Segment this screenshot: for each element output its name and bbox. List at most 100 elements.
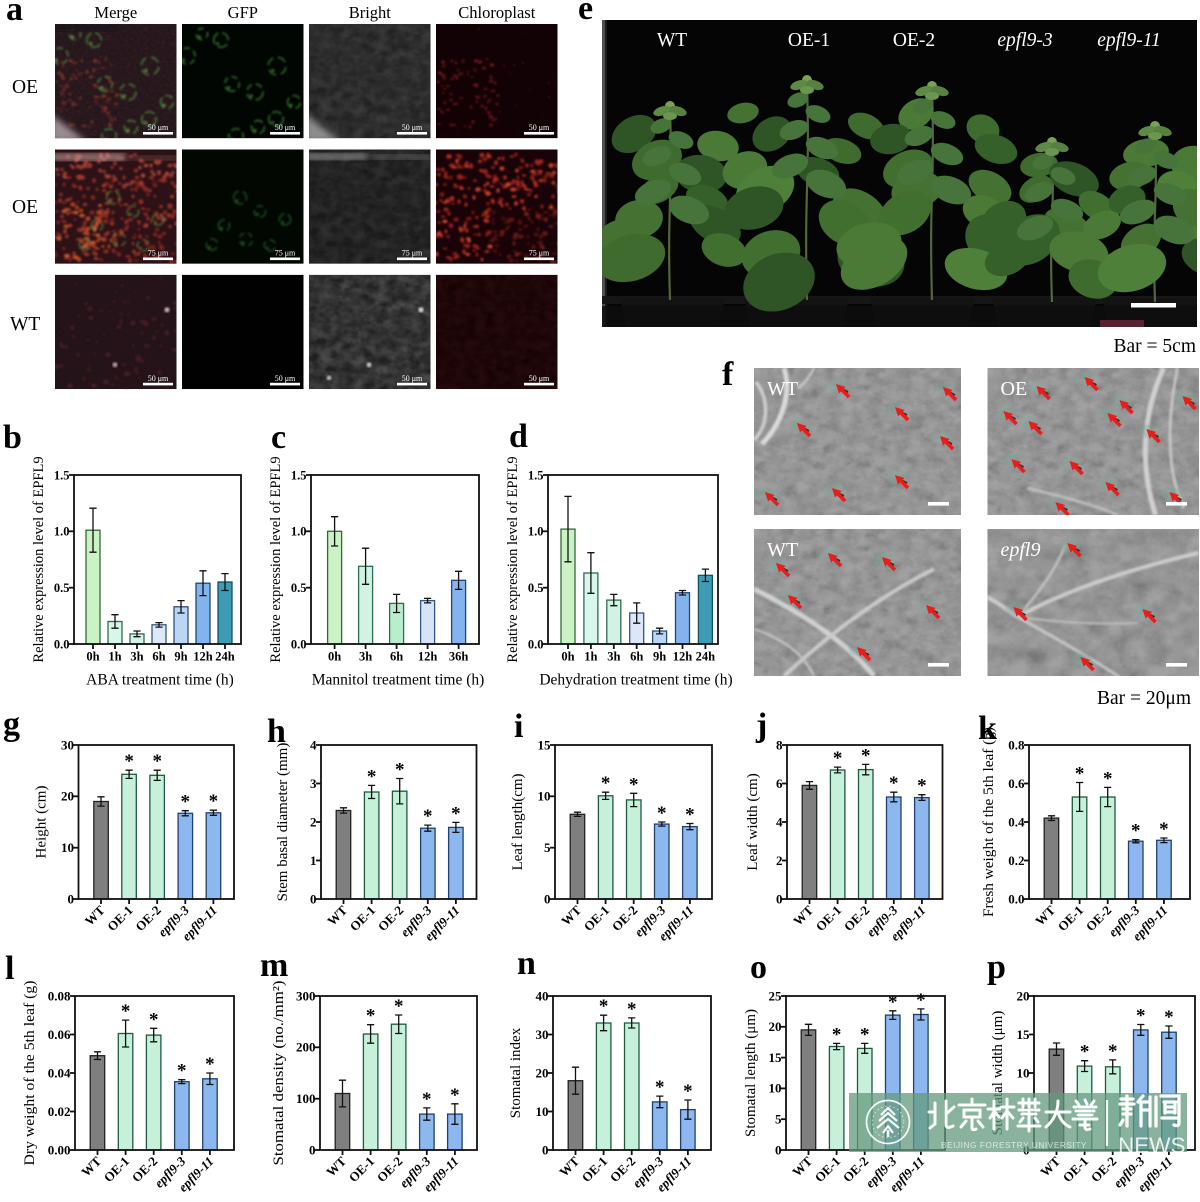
svg-text:1.0: 1.0 (528, 525, 544, 539)
svg-text:*: * (423, 806, 433, 827)
svg-text:*: * (833, 748, 843, 769)
svg-text:0: 0 (775, 1142, 782, 1157)
svg-text:20: 20 (536, 1065, 549, 1080)
svg-text:*: * (1136, 1006, 1146, 1027)
svg-text:*: * (1131, 821, 1141, 842)
svg-text:OE: OE (1001, 378, 1028, 400)
svg-text:20: 20 (1017, 988, 1030, 1003)
svg-text:75 μm: 75 μm (275, 249, 296, 258)
svg-text:f: f (722, 356, 734, 393)
svg-text:0.0: 0.0 (1008, 891, 1024, 906)
svg-text:2: 2 (310, 814, 317, 829)
svg-text:3h: 3h (130, 650, 143, 664)
svg-text:*: * (917, 776, 927, 797)
svg-text:4: 4 (310, 737, 317, 752)
svg-text:75 μm: 75 μm (529, 249, 550, 258)
svg-text:*: * (394, 996, 404, 1017)
svg-text:epfl9-3: epfl9-3 (997, 30, 1052, 51)
svg-text:n: n (517, 945, 536, 982)
svg-text:*: * (629, 774, 639, 795)
svg-text:1h: 1h (584, 650, 597, 664)
svg-text:2: 2 (776, 853, 783, 868)
svg-text:WT: WT (10, 314, 40, 335)
svg-text:50 μm: 50 μm (275, 123, 296, 132)
svg-text:10: 10 (538, 789, 551, 804)
svg-text:50 μm: 50 μm (529, 374, 550, 383)
svg-text:*: * (366, 1006, 376, 1027)
svg-text:*: * (657, 803, 667, 824)
svg-text:0h: 0h (86, 650, 99, 664)
svg-text:0.06: 0.06 (48, 1027, 71, 1042)
svg-text:50 μm: 50 μm (148, 123, 169, 132)
svg-text:0: 0 (310, 891, 317, 906)
svg-text:*: * (451, 803, 461, 824)
svg-text:ABA treatment time (h): ABA treatment time (h) (86, 672, 234, 689)
svg-text:*: * (152, 751, 162, 772)
svg-text:WT: WT (657, 30, 687, 51)
svg-text:*: * (422, 1089, 432, 1110)
svg-text:Stomatal length (μm): Stomatal length (μm) (743, 1009, 759, 1137)
svg-text:10: 10 (769, 1081, 782, 1096)
svg-text:5: 5 (775, 1112, 782, 1127)
svg-text:36h: 36h (449, 650, 469, 664)
svg-text:*: * (685, 805, 695, 826)
svg-text:*: * (177, 1061, 187, 1082)
svg-text:30: 30 (536, 1027, 549, 1042)
svg-text:WT: WT (767, 539, 798, 561)
svg-text:h: h (267, 713, 286, 750)
svg-text:*: * (1164, 1007, 1174, 1028)
svg-text:*: * (1159, 819, 1169, 840)
svg-text:6h: 6h (390, 650, 403, 664)
svg-text:50 μm: 50 μm (275, 374, 296, 383)
svg-text:10: 10 (61, 840, 74, 855)
svg-text:Fresh weight of the 5th leaf (: Fresh weight of the 5th leaf (g) (981, 727, 997, 917)
svg-text:1.0: 1.0 (54, 525, 70, 539)
svg-text:0.04: 0.04 (48, 1065, 71, 1080)
svg-text:*: * (889, 773, 899, 794)
svg-text:0.5: 0.5 (528, 581, 544, 595)
svg-text:24h: 24h (696, 650, 716, 664)
svg-text:20: 20 (61, 789, 74, 804)
svg-text:6: 6 (776, 776, 783, 791)
svg-text:0: 0 (544, 891, 551, 906)
svg-text:50 μm: 50 μm (402, 123, 423, 132)
svg-text:3h: 3h (359, 650, 372, 664)
svg-text:300: 300 (296, 988, 316, 1003)
svg-text:Relative expression level of E: Relative expression level of EPFL9 (31, 456, 47, 662)
svg-text:0: 0 (776, 891, 783, 906)
svg-text:40: 40 (536, 988, 549, 1003)
svg-text:6h: 6h (152, 650, 165, 664)
svg-text:Chloroplast: Chloroplast (458, 3, 535, 22)
svg-text:0.5: 0.5 (291, 581, 307, 595)
svg-text:*: * (1080, 1042, 1090, 1063)
svg-text:0.8: 0.8 (1008, 737, 1025, 752)
svg-text:Stomatal density (no./mm²): Stomatal density (no./mm²) (271, 981, 287, 1166)
svg-text:10: 10 (1017, 1065, 1030, 1080)
svg-text:3: 3 (310, 776, 317, 791)
svg-text:20: 20 (769, 1019, 782, 1034)
svg-text:15: 15 (1017, 1027, 1031, 1042)
svg-text:j: j (755, 707, 767, 744)
svg-text:1.0: 1.0 (291, 525, 307, 539)
svg-text:1.5: 1.5 (54, 468, 70, 482)
svg-text:1h: 1h (108, 650, 121, 664)
svg-text:75 μm: 75 μm (402, 249, 423, 258)
svg-text:GFP: GFP (228, 3, 258, 22)
svg-text:Stem basal diameter (mm): Stem basal diameter (mm) (275, 743, 291, 902)
svg-text:50 μm: 50 μm (529, 123, 550, 132)
svg-text:*: * (888, 992, 898, 1013)
svg-text:0.6: 0.6 (1008, 776, 1025, 791)
svg-text:g: g (3, 706, 20, 743)
svg-text:e: e (578, 0, 593, 27)
svg-text:0.0: 0.0 (54, 637, 70, 651)
svg-text:5: 5 (544, 840, 551, 855)
svg-text:Height (cm): Height (cm) (34, 786, 50, 859)
svg-text:*: * (916, 990, 926, 1011)
svg-text:12h: 12h (418, 650, 438, 664)
svg-text:0: 0 (542, 1142, 549, 1157)
svg-text:6h: 6h (630, 650, 643, 664)
svg-text:OE-2: OE-2 (893, 30, 935, 51)
svg-text:*: * (124, 751, 134, 772)
svg-text:0: 0 (68, 891, 75, 906)
svg-text:Bar = 20μm: Bar = 20μm (1097, 688, 1191, 709)
